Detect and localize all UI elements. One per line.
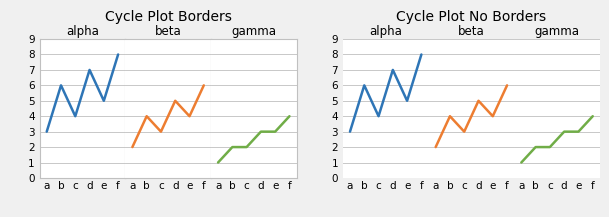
Title: alpha: alpha <box>66 25 99 38</box>
Title: beta: beta <box>155 25 181 38</box>
Title: gamma: gamma <box>535 25 580 38</box>
Title: gamma: gamma <box>231 25 276 38</box>
Title: alpha: alpha <box>369 25 402 38</box>
Title: beta: beta <box>458 25 485 38</box>
Text: Cycle Plot No Borders: Cycle Plot No Borders <box>396 10 546 24</box>
Text: Cycle Plot Borders: Cycle Plot Borders <box>105 10 231 24</box>
